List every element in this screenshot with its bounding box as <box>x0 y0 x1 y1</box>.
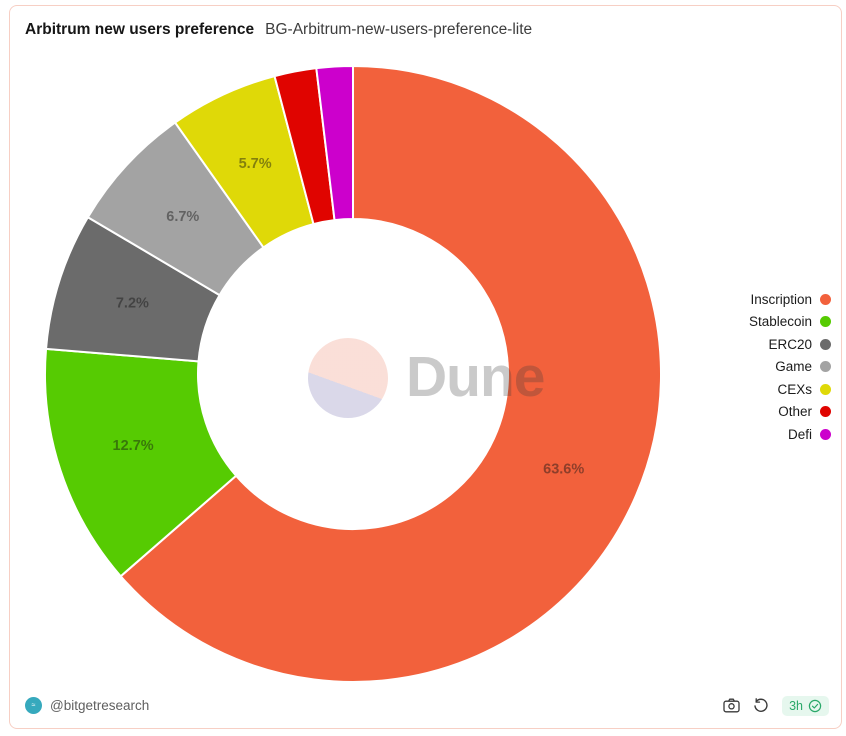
legend-label: ERC20 <box>768 336 812 352</box>
query-name: BG-Arbitrum-new-users-preference-lite <box>265 21 533 38</box>
legend-item-inscription[interactable]: Inscription <box>750 288 831 311</box>
slice-label-game: 6.7% <box>166 209 199 225</box>
legend: Inscription Stablecoin ERC20 Game CEXs Other D… <box>749 288 831 446</box>
legend-item-other[interactable]: Other <box>778 401 831 424</box>
slice-label-cexs: 5.7% <box>239 156 272 172</box>
legend-color-dot <box>820 293 831 305</box>
legend-color-dot <box>820 428 831 440</box>
freshness-text: 3h <box>789 698 803 713</box>
chart-header: Arbitrum new users preference BG-Arbitrum… <box>25 21 532 39</box>
legend-item-defi[interactable]: Defi <box>788 423 831 446</box>
footer-actions: 3h <box>723 695 829 716</box>
legend-label: Defi <box>787 426 812 442</box>
legend-item-erc20[interactable]: ERC20 <box>768 333 831 356</box>
slice-inscription[interactable] <box>119 65 662 683</box>
legend-label: Game <box>775 359 812 375</box>
legend-label: Inscription <box>750 291 812 307</box>
legend-color-dot <box>820 361 831 373</box>
legend-label: CEXs <box>777 381 812 397</box>
slice-label-stablecoin: 12.7% <box>113 438 154 454</box>
legend-item-stablecoin[interactable]: Stablecoin <box>749 311 831 334</box>
legend-item-game[interactable]: Game <box>775 356 831 379</box>
legend-item-cexs[interactable]: CEXs <box>777 378 831 401</box>
slice-defi[interactable] <box>315 65 354 222</box>
legend-color-dot <box>820 406 831 418</box>
legend-label: Stablecoin <box>748 314 812 330</box>
refresh-icon[interactable] <box>753 697 769 714</box>
dune-chart-card: Arbitrum new users preference BG-Arbitrum… <box>9 5 842 729</box>
camera-icon[interactable] <box>723 698 740 713</box>
freshness-badge[interactable]: 3h <box>782 695 829 716</box>
legend-color-dot <box>820 338 831 350</box>
author-handle: @bitgetresearch <box>50 698 150 713</box>
legend-color-dot <box>820 383 831 395</box>
author-link[interactable]: ≈ @bitgetresearch <box>25 697 149 714</box>
footer: ≈ @bitgetresearch 3h <box>25 695 829 716</box>
slice-stablecoin[interactable] <box>44 347 238 578</box>
slice-label-inscription: 63.6% <box>543 462 584 478</box>
slice-label-erc20: 7.2% <box>116 296 149 312</box>
legend-color-dot <box>820 316 831 328</box>
donut-chart: 63.6% 12.7% 7.2% 6.7% 5.7% <box>44 65 662 683</box>
check-badge-icon <box>808 699 822 712</box>
legend-label: Other <box>778 404 812 420</box>
bitget-avatar-icon: ≈ <box>25 697 42 714</box>
page-title: Arbitrum new users preference <box>25 21 255 38</box>
